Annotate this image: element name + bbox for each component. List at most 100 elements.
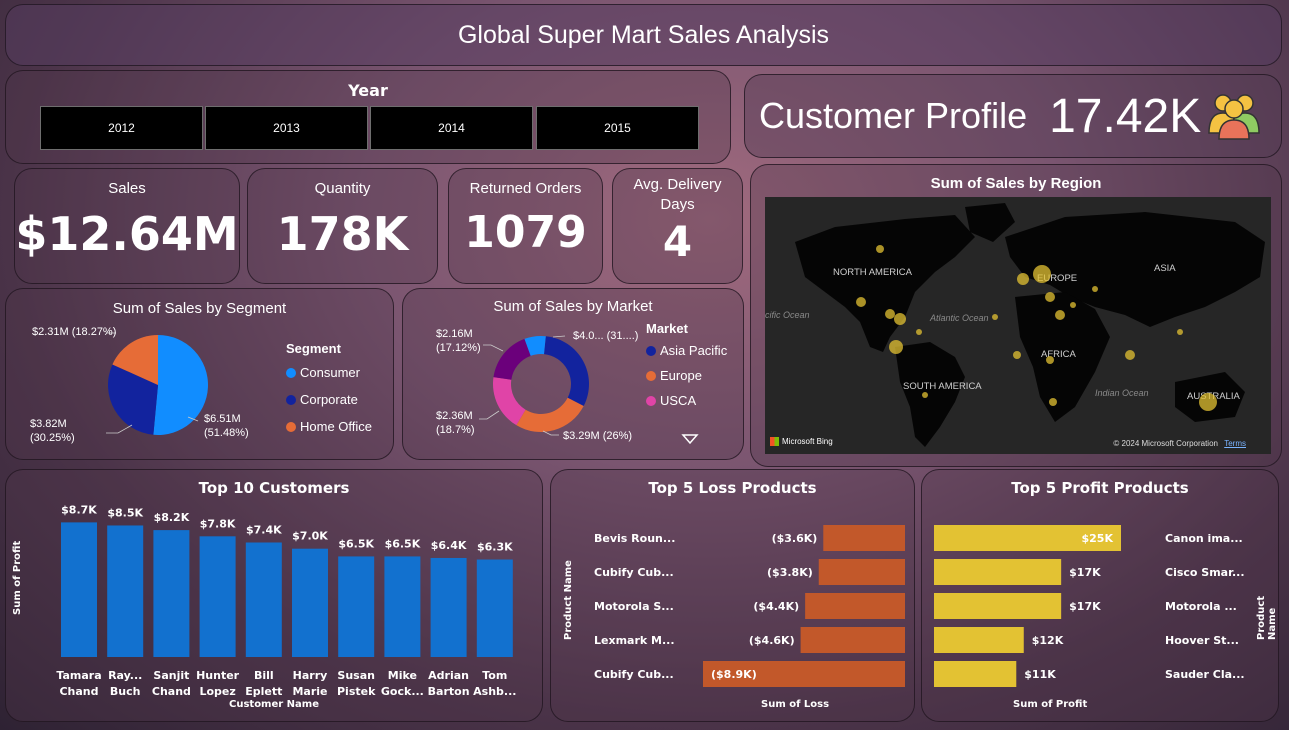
- customer-value-label: $8.2K: [154, 511, 190, 524]
- region-bubble: [1013, 351, 1021, 359]
- segment-slice-corporate[interactable]: [107, 364, 158, 435]
- map-label-south-america: SOUTH AMERICA: [903, 381, 982, 392]
- kpi-quantity-title: Quantity: [314, 180, 371, 197]
- customer-profile-value: 17.42K: [1049, 89, 1202, 143]
- loss-value-label: ($4.6K): [749, 634, 795, 647]
- customer-bar[interactable]: [245, 542, 282, 657]
- region-bubble: [1046, 356, 1054, 364]
- customer-bar[interactable]: [61, 522, 97, 657]
- profit-products-xlabel: Sum of Profit: [1013, 699, 1088, 710]
- map-label-africa: AFRICA: [1041, 349, 1077, 360]
- customer-name-label: Barton: [428, 685, 470, 698]
- customer-name-label: Buch: [110, 685, 141, 698]
- market-slice[interactable]: [493, 338, 531, 380]
- customer-name-label: Marie: [292, 685, 327, 698]
- top-customers-title: Top 10 Customers: [198, 479, 350, 497]
- north-america-shape: [795, 215, 975, 352]
- segment-slice-consumer[interactable]: [153, 335, 209, 435]
- map-label-indian: Indian Ocean: [1095, 388, 1149, 398]
- customer-value-label: $6.5K: [385, 537, 421, 550]
- segment-legend-corporate[interactable]: Corporate: [286, 392, 372, 407]
- profit-bar[interactable]: [934, 593, 1062, 619]
- world-map[interactable]: NORTH AMERICA EUROPE ASIA AFRICA SOUTH A…: [765, 197, 1271, 454]
- customer-value-label: $8.5K: [107, 506, 143, 519]
- year-option-2013[interactable]: 2013: [205, 106, 368, 150]
- market-legend-asia-pacific[interactable]: Asia Pacific: [646, 343, 727, 358]
- profit-bar[interactable]: [934, 525, 1121, 551]
- customer-bar[interactable]: [292, 548, 328, 657]
- loss-products-title: Top 5 Loss Products: [648, 479, 817, 497]
- profit-product-name: Canon ima...: [1165, 532, 1243, 545]
- customer-name-label: Ray...: [108, 669, 142, 682]
- market-slice[interactable]: [543, 336, 589, 407]
- year-option-2014[interactable]: 2014: [370, 106, 533, 150]
- bing-logo: Microsoft Bing: [770, 437, 833, 446]
- segment-label-consumer: $6.51M (51.48%): [204, 413, 249, 439]
- page-title: Global Super Mart Sales Analysis: [457, 20, 829, 49]
- customer-value-label: $6.4K: [431, 539, 467, 552]
- loss-products-bar-chart[interactable]: Bevis Roun... ($3.6K) Cubify Cub... ($3.8K)…: [551, 470, 916, 723]
- top-customers-bar-chart[interactable]: $8.7K Tamara Chand $8.5K Ray... Buch $8.2K Sanj…: [6, 470, 544, 723]
- region-bubble: [1125, 350, 1135, 360]
- customer-bar[interactable]: [153, 530, 190, 657]
- leader-line: [479, 410, 500, 420]
- customer-bar[interactable]: [338, 556, 375, 657]
- market-slice[interactable]: [493, 377, 526, 426]
- market-slice[interactable]: [516, 397, 584, 432]
- loss-product-name: Cubify Cub...: [594, 566, 674, 579]
- loss-bar[interactable]: [818, 559, 905, 585]
- segment-legend-consumer[interactable]: Consumer: [286, 365, 372, 380]
- region-bubble: [889, 340, 903, 354]
- customer-name-label: Ashb...: [473, 685, 516, 698]
- region-bubble: [856, 297, 866, 307]
- customer-bar[interactable]: [476, 559, 513, 657]
- customer-bar[interactable]: [430, 557, 467, 657]
- south-america-shape: [895, 342, 965, 447]
- market-donut-chart[interactable]: [403, 289, 745, 461]
- loss-bar[interactable]: [805, 593, 905, 619]
- market-chart-card: Sum of Sales by Market $4.0... (31....) …: [402, 288, 744, 460]
- segment-pie-chart[interactable]: [6, 289, 395, 461]
- customer-bar[interactable]: [384, 556, 421, 657]
- kpi-quantity-card: Quantity 178K: [247, 168, 438, 284]
- market-slice[interactable]: [524, 336, 546, 356]
- profit-product-name: Cisco Smar...: [1165, 566, 1245, 579]
- profit-products-bar-chart[interactable]: $25K Canon ima... $17K Cisco Smar... $17K Mot…: [922, 470, 1280, 723]
- profit-bar[interactable]: [934, 559, 1062, 585]
- kpi-sales-card: Sales $12.64M: [14, 168, 240, 284]
- map-terms-link[interactable]: Terms: [1224, 439, 1246, 448]
- loss-bar[interactable]: [823, 525, 905, 551]
- customer-name-label: Adrian: [428, 669, 469, 682]
- market-chart-title: Sum of Sales by Market: [493, 298, 653, 315]
- customer-bar[interactable]: [199, 536, 236, 657]
- profit-bar[interactable]: [934, 661, 1017, 687]
- market-label-europe: $3.29M (26%): [563, 430, 633, 442]
- year-option-2012[interactable]: 2012: [40, 106, 203, 150]
- customer-bar[interactable]: [107, 525, 144, 657]
- year-slicer: Year 2012 2013 2014 2015: [5, 70, 731, 164]
- loss-bar[interactable]: [800, 627, 905, 653]
- loss-value-label: ($4.4K): [753, 600, 799, 613]
- customer-profile-label: Customer Profile: [759, 95, 1028, 136]
- market-legend-usca[interactable]: USCA: [646, 393, 727, 408]
- year-option-2015[interactable]: 2015: [536, 106, 699, 150]
- loss-bar[interactable]: [703, 661, 905, 687]
- region-bubble: [992, 314, 998, 320]
- market-legend-europe[interactable]: Europe: [646, 368, 727, 383]
- segment-legend-home-office[interactable]: Home Office: [286, 419, 372, 434]
- segment-chart-title: Sum of Sales by Segment: [112, 300, 287, 317]
- segment-slice-home-office[interactable]: [112, 335, 158, 385]
- profit-value-label: $25K: [1082, 532, 1114, 545]
- kpi-quantity-value: 178K: [276, 207, 409, 261]
- customer-name-label: Eplett: [245, 685, 282, 698]
- loss-product-name: Bevis Roun...: [594, 532, 675, 545]
- legend-scroll-down-icon[interactable]: [681, 433, 699, 445]
- profit-value-label: $17K: [1069, 566, 1101, 579]
- profit-product-name: Sauder Cla...: [1165, 668, 1245, 681]
- profit-bar[interactable]: [934, 627, 1024, 653]
- kpi-delivery-title: Avg. Delivery Days: [633, 176, 722, 213]
- people-icon: [1208, 94, 1260, 140]
- loss-product-name: Cubify Cub...: [594, 668, 674, 681]
- map-label-europe: EUROPE: [1037, 273, 1077, 284]
- segment-legend-title: Segment: [286, 341, 341, 356]
